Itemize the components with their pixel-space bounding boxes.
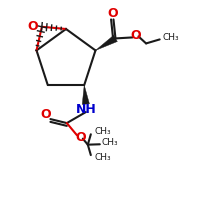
Text: CH₃: CH₃ [94, 153, 111, 162]
Text: CH₃: CH₃ [101, 138, 118, 147]
Text: O: O [41, 108, 51, 121]
Text: CH₃: CH₃ [163, 33, 180, 42]
Text: O: O [27, 20, 38, 33]
Polygon shape [82, 85, 89, 104]
Text: O: O [131, 29, 141, 42]
Text: O: O [107, 7, 118, 20]
Text: CH₃: CH₃ [94, 127, 111, 136]
Text: NH: NH [75, 103, 96, 116]
Text: O: O [75, 131, 86, 144]
Polygon shape [95, 35, 117, 50]
